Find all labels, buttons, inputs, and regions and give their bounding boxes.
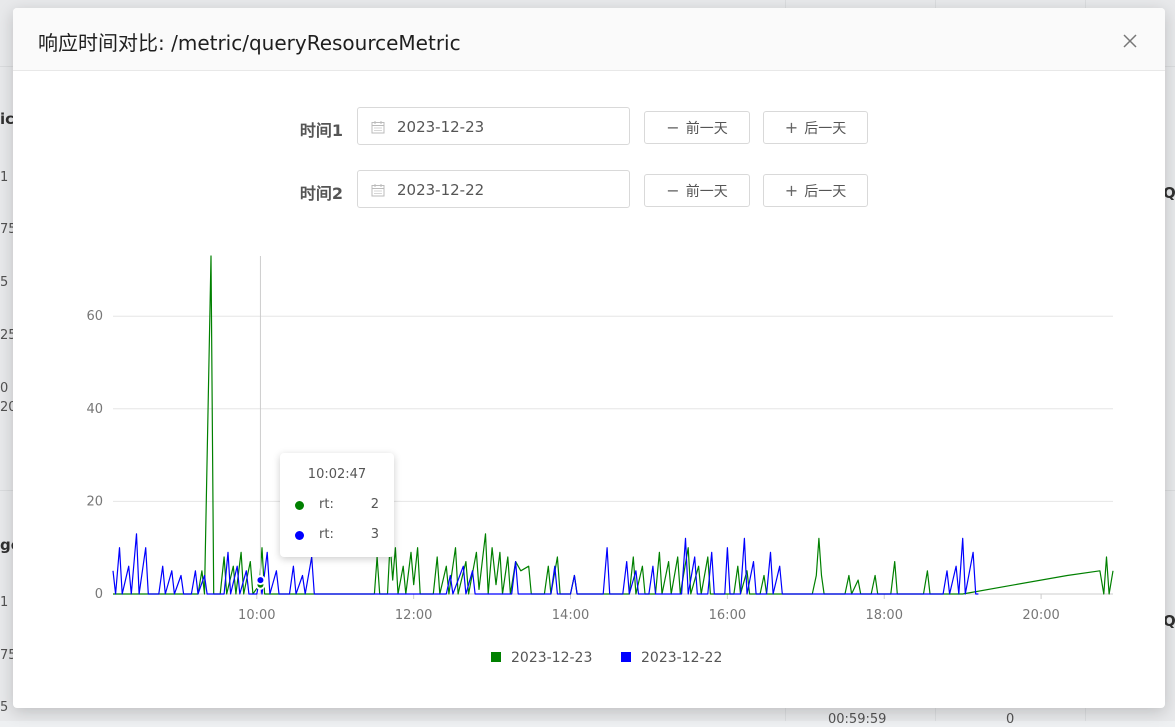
next-day-label: 后一天 [804,120,847,137]
tooltip-series-value: 2 [370,497,379,512]
y-tick-label: 0 [95,587,103,602]
tooltip-row: rt: 3 [295,527,379,545]
hover-point [255,575,266,586]
x-tick-label: 10:00 [238,608,275,623]
rt-compare-chart[interactable]: 0 20 40 60 10:00 12:00 14:00 16:00 18:00 20:00 202… [13,8,1165,708]
bg-text: Q [1163,612,1175,630]
minus-icon: − [666,117,680,137]
tooltip-row: rt: 2 [295,497,379,515]
time2-date-picker[interactable] [357,170,630,208]
bg-text: 5 [0,275,9,290]
bg-text: 5 [0,700,9,715]
series-line-2 [112,533,979,595]
modal-title: 响应时间对比: /metric/queryResourceMetric [38,31,461,55]
close-icon[interactable] [1121,32,1139,50]
plus-icon: + [784,180,799,200]
chart-tooltip: 10:02:47 rt: 2 rt: 3 [280,453,394,557]
time2-label: 时间2 [299,184,343,203]
minus-icon: − [666,180,680,200]
prev-day-label: 前一天 [685,183,728,200]
calendar-icon [371,121,385,134]
time1-date-input[interactable] [395,116,619,138]
plus-icon: + [784,117,799,137]
y-tick-label: 60 [86,309,103,324]
x-tick-label: 18:00 [866,608,903,623]
time2-next-day-button[interactable]: + 后一天 [763,174,868,207]
bg-text: 75 [0,222,17,237]
y-tick-label: 40 [86,402,103,417]
x-tick-label: 20:00 [1022,608,1059,623]
bg-text: 0 [1006,712,1015,727]
legend-swatch [621,652,631,662]
next-day-label: 后一天 [804,183,847,200]
time1-date-picker[interactable] [357,107,630,145]
compare-modal: 响应时间对比: /metric/queryResourceMetric 时间1 … [13,8,1165,708]
bg-text: 1 [0,170,9,185]
bg-text: ic [0,110,15,128]
time1-next-day-button[interactable]: + 后一天 [763,111,868,144]
bg-text: 75 [0,648,17,663]
bg-text: 20 [0,400,17,415]
time1-label: 时间1 [299,121,343,140]
bg-text: Q [1163,184,1175,202]
bg-text: 25 [0,328,17,343]
time2-date-input[interactable] [395,179,619,201]
series-dot [295,531,304,540]
prev-day-label: 前一天 [685,120,728,137]
tooltip-series-name: rt: [319,527,334,542]
series-dot [295,501,304,510]
x-tick-label: 12:00 [395,608,432,623]
time1-prev-day-button[interactable]: − 前一天 [644,111,750,144]
y-tick-label: 20 [86,494,103,509]
modal-header: 响应时间对比: /metric/queryResourceMetric [13,8,1165,71]
legend-label: 2023-12-23 [511,650,592,666]
tooltip-series-name: rt: [319,497,334,512]
x-tick-label: 16:00 [709,608,746,623]
tooltip-time: 10:02:47 [307,467,367,482]
bg-text: 1 [0,595,9,610]
tooltip-series-value: 3 [370,527,379,542]
legend-label: 2023-12-22 [641,650,722,666]
calendar-icon [371,184,385,197]
x-tick-label: 14:00 [552,608,589,623]
bg-text: 0 [0,381,9,396]
time2-prev-day-button[interactable]: − 前一天 [644,174,750,207]
legend-swatch [491,652,501,662]
